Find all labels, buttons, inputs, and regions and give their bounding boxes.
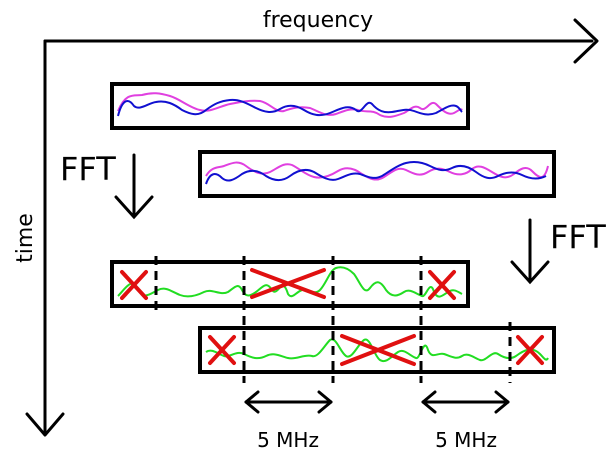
bandwidth-arrow-2 — [421, 390, 510, 414]
arrow-down-icon-head — [114, 195, 154, 220]
x-mark-icon — [120, 270, 148, 300]
channel-boundaries — [154, 256, 512, 383]
frame-box — [198, 150, 556, 198]
frame-box — [110, 82, 470, 130]
bandwidth-label-2: 5 MHz — [435, 428, 497, 450]
fft-arrow-left — [114, 153, 154, 220]
spectrum-frame-2 — [198, 326, 556, 374]
frequency-axis-label: frequency — [263, 8, 373, 33]
bandwidth-arrow-1 — [244, 390, 333, 414]
spectrum-trace — [205, 338, 549, 362]
x-mark-icon — [250, 268, 326, 299]
time-axis-arrowhead — [25, 412, 65, 437]
time-axis-label: time — [13, 213, 38, 263]
fft-arrow-right — [510, 218, 550, 285]
x-mark-icon — [516, 335, 544, 365]
reject-marks — [120, 268, 544, 366]
fft-label-right: FFT — [550, 218, 606, 256]
x-mark-icon — [428, 270, 456, 300]
frame-box — [110, 260, 470, 308]
time-domain-frame-1 — [110, 82, 470, 130]
x-mark-icon — [340, 334, 416, 366]
fft-label-left: FFT — [60, 150, 116, 188]
frame-box — [198, 326, 556, 374]
signal-b-trace — [205, 161, 547, 185]
arrow-down-icon-head — [510, 260, 550, 285]
bandwidth-label-1: 5 MHz — [257, 428, 319, 450]
signal-b-trace — [117, 98, 463, 117]
axes — [25, 18, 599, 437]
signal-a-trace — [117, 92, 463, 118]
frequency-axis-arrowhead — [573, 18, 599, 64]
time-domain-frame-2 — [198, 150, 556, 198]
x-mark-icon — [208, 335, 236, 365]
